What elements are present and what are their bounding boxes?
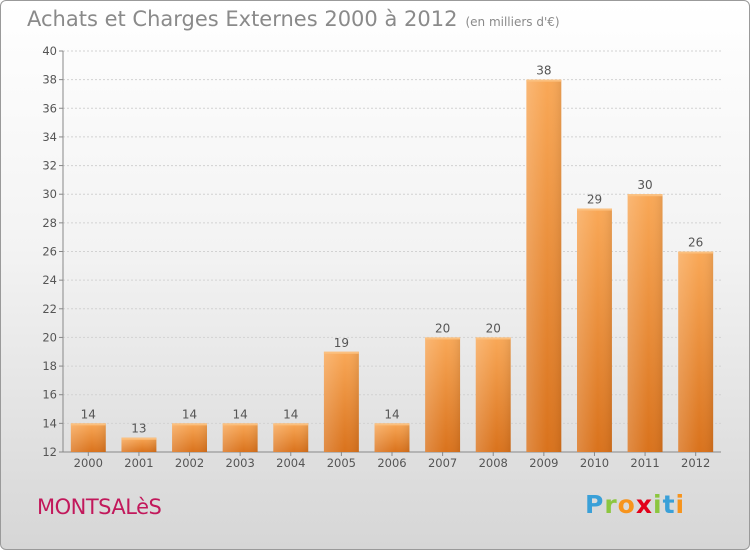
bar-2011 xyxy=(627,194,663,452)
x-tick-label: 2011 xyxy=(630,456,659,470)
tick-labels: 12 14 16 18 20 22 24 26 28 30 32 34 36 38 40 2000 2001 20… xyxy=(42,44,710,470)
bars xyxy=(70,79,714,453)
bar-shade xyxy=(526,79,562,453)
bar-2010 xyxy=(576,208,612,452)
data-label: 30 xyxy=(637,178,652,192)
x-tick-label: 2002 xyxy=(175,456,204,470)
y-tick-label: 34 xyxy=(42,130,57,144)
logo-letter: t xyxy=(662,490,676,519)
bar-2000 xyxy=(70,423,106,452)
data-label: 29 xyxy=(587,193,602,207)
bar-2012 xyxy=(678,251,714,452)
x-tick-label: 2001 xyxy=(124,456,153,470)
bar-shade xyxy=(323,351,359,452)
x-tick-label: 2007 xyxy=(428,456,457,470)
data-label: 14 xyxy=(384,407,399,421)
grid-lines xyxy=(63,50,721,424)
logo-letter: i xyxy=(675,490,686,519)
bar-2003 xyxy=(222,423,258,452)
chart-title: Achats et Charges Externes 2000 à 2012 (e… xyxy=(27,7,560,31)
logo-letter: P xyxy=(585,490,605,519)
bar-shade xyxy=(70,423,106,452)
bar-2008 xyxy=(475,337,511,452)
bar-top-highlight xyxy=(678,251,714,254)
y-tick-label: 24 xyxy=(42,273,57,287)
bar-top-highlight xyxy=(121,437,157,440)
logo-letter: r xyxy=(604,490,618,519)
x-tick-label: 2012 xyxy=(681,456,710,470)
data-label: 14 xyxy=(283,407,298,421)
bar-shade xyxy=(222,423,258,452)
bar-top-highlight xyxy=(273,423,309,426)
y-tick-label: 40 xyxy=(42,44,57,58)
x-tick-label: 2004 xyxy=(276,456,305,470)
y-tick-label: 18 xyxy=(42,359,57,373)
bar-2007 xyxy=(425,337,461,452)
y-tick-label: 22 xyxy=(42,302,57,316)
bar-top-highlight xyxy=(374,423,410,426)
chart-title-text: Achats et Charges Externes 2000 à 2012 xyxy=(27,7,458,31)
y-tick-label: 16 xyxy=(42,388,57,402)
bar-top-highlight xyxy=(526,79,562,82)
data-label: 19 xyxy=(334,336,349,350)
y-tick-label: 38 xyxy=(42,73,57,87)
data-label: 14 xyxy=(182,407,197,421)
y-tick-label: 36 xyxy=(42,101,57,115)
bar-top-highlight xyxy=(475,337,511,340)
y-tick-label: 30 xyxy=(42,187,57,201)
bar-top-highlight xyxy=(70,423,106,426)
data-labels: 14 13 14 14 14 19 14 20 20 38 29 30 26 xyxy=(81,64,704,436)
logo-letter: x xyxy=(635,490,653,519)
bar-shade xyxy=(475,337,511,452)
bar-top-highlight xyxy=(323,351,359,354)
y-tick-label: 26 xyxy=(42,245,57,259)
bar-shade xyxy=(576,208,612,452)
bar-top-highlight xyxy=(172,423,208,426)
y-tick-label: 14 xyxy=(42,416,57,430)
data-label: 14 xyxy=(81,407,96,421)
y-tick-label: 20 xyxy=(42,330,57,344)
bar-shade xyxy=(273,423,309,452)
x-tick-label: 2005 xyxy=(327,456,356,470)
x-tick-label: 2003 xyxy=(226,456,255,470)
bar-shade xyxy=(374,423,410,452)
x-tick-label: 2008 xyxy=(479,456,508,470)
y-tick-label: 32 xyxy=(42,159,57,173)
bar-2009 xyxy=(526,79,562,453)
bar-2004 xyxy=(273,423,309,452)
town-name: MONTSALèS xyxy=(37,495,162,519)
x-tick-label: 2006 xyxy=(377,456,406,470)
proxiti-logo: Proxiti xyxy=(585,490,685,519)
logo-letter: i xyxy=(653,490,663,519)
bar-2006 xyxy=(374,423,410,452)
bar-2005 xyxy=(323,351,359,452)
bar-top-highlight xyxy=(576,208,612,211)
chart-subtitle: (en milliers d'€) xyxy=(465,15,560,29)
data-label: 13 xyxy=(131,422,146,436)
bar-2002 xyxy=(172,423,208,452)
bar-chart: 14 13 14 14 14 19 14 20 20 38 29 30 26 12 14 16 18 20 22 2… xyxy=(42,44,721,470)
data-label: 14 xyxy=(233,407,248,421)
data-label: 38 xyxy=(536,64,551,78)
bar-shade xyxy=(121,437,157,452)
x-tick-label: 2000 xyxy=(74,456,103,470)
data-label: 20 xyxy=(486,321,501,335)
data-label: 26 xyxy=(688,236,703,250)
y-tick-label: 12 xyxy=(42,445,57,459)
bar-top-highlight xyxy=(222,423,258,426)
y-tick-label: 28 xyxy=(42,216,57,230)
data-label: 20 xyxy=(435,321,450,335)
bar-shade xyxy=(627,194,663,452)
x-tick-label: 2010 xyxy=(580,456,609,470)
bar-top-highlight xyxy=(425,337,461,340)
logo-letter: o xyxy=(617,490,636,519)
bar-shade xyxy=(678,251,714,452)
bar-2001 xyxy=(121,437,157,452)
bar-top-highlight xyxy=(627,194,663,197)
bar-shade xyxy=(425,337,461,452)
axes xyxy=(59,50,721,456)
x-tick-label: 2009 xyxy=(529,456,558,470)
bar-shade xyxy=(172,423,208,452)
